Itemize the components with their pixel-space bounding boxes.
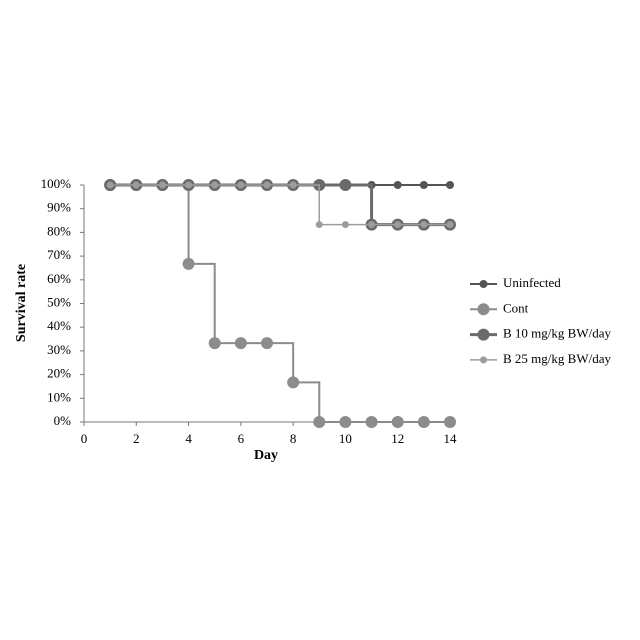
- y-tick-label: 0%: [54, 413, 72, 428]
- marker: [368, 221, 375, 228]
- marker: [316, 221, 323, 228]
- marker: [313, 416, 325, 428]
- y-tick-label: 100%: [41, 176, 72, 191]
- legend-marker: [480, 356, 487, 363]
- marker: [185, 182, 192, 189]
- marker: [287, 376, 299, 388]
- y-tick-label: 60%: [47, 271, 71, 286]
- legend-label: B 10 mg/kg BW/day: [503, 326, 611, 341]
- marker: [444, 416, 456, 428]
- step-line: [189, 264, 215, 343]
- legend-label: Cont: [503, 300, 529, 315]
- marker: [107, 182, 114, 189]
- marker: [211, 182, 218, 189]
- x-tick-label: 2: [133, 431, 140, 446]
- legend-marker: [480, 280, 488, 288]
- x-tick-label: 6: [238, 431, 245, 446]
- legend-marker: [478, 329, 490, 341]
- marker: [366, 416, 378, 428]
- step-line: [345, 185, 371, 225]
- marker: [339, 416, 351, 428]
- y-tick-label: 70%: [47, 247, 71, 262]
- marker: [209, 337, 221, 349]
- step-line: [267, 343, 293, 382]
- y-tick-label: 40%: [47, 318, 71, 333]
- marker: [264, 182, 271, 189]
- marker: [394, 181, 402, 189]
- step-line: [162, 185, 188, 264]
- step-line: [293, 382, 319, 422]
- marker: [342, 221, 349, 228]
- marker: [394, 221, 401, 228]
- chart: Day Survival rate 0% 10% 20% 30% 40% 50% 60% 70…: [0, 0, 640, 640]
- step-line: [293, 185, 319, 225]
- marker: [420, 221, 427, 228]
- y-tick-label: 20%: [47, 366, 71, 381]
- x-tick-label: 12: [391, 431, 404, 446]
- x-tick-label: 8: [290, 431, 297, 446]
- marker: [237, 182, 244, 189]
- x-tick-label: 4: [185, 431, 192, 446]
- legend-label: B 25 mg/kg BW/day: [503, 351, 611, 366]
- marker: [447, 221, 454, 228]
- y-tick-label: 90%: [47, 200, 71, 215]
- x-tick-label: 10: [339, 431, 352, 446]
- marker: [446, 181, 454, 189]
- marker: [420, 181, 428, 189]
- y-tick-label: 10%: [47, 389, 71, 404]
- x-tick-label: 0: [81, 431, 88, 446]
- marker: [392, 416, 404, 428]
- marker: [339, 179, 351, 191]
- marker: [418, 416, 430, 428]
- marker: [235, 337, 247, 349]
- y-tick-label: 30%: [47, 342, 71, 357]
- marker: [261, 337, 273, 349]
- marker: [183, 258, 195, 270]
- legend-marker: [478, 303, 490, 315]
- marker: [159, 182, 166, 189]
- y-axis-title: Survival rate: [14, 264, 29, 342]
- marker: [290, 182, 297, 189]
- x-axis-title: Day: [254, 448, 278, 463]
- marker: [133, 182, 140, 189]
- x-tick-label: 14: [444, 431, 458, 446]
- y-tick-label: 80%: [47, 223, 71, 238]
- legend-label: Uninfected: [503, 275, 561, 290]
- y-tick-label: 50%: [47, 294, 71, 309]
